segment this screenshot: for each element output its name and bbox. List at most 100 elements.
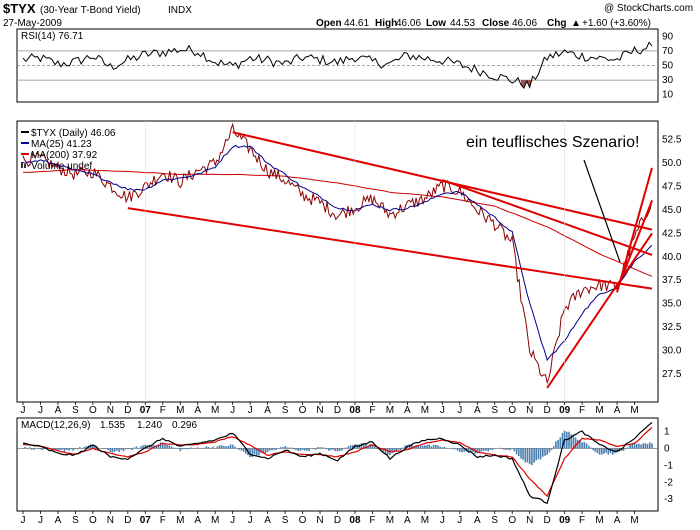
legend-swatch-volume bbox=[21, 162, 23, 168]
macd-line bbox=[22, 422, 653, 504]
macd-histogram bbox=[22, 430, 653, 466]
month-label: D bbox=[124, 405, 131, 416]
ohlc-open-label: Open bbox=[316, 18, 342, 29]
ohlc-close-label: Close bbox=[482, 18, 510, 29]
macd-tick-label: -2 bbox=[664, 477, 673, 488]
month-label: A bbox=[614, 515, 621, 526]
month-label: F bbox=[369, 515, 375, 526]
month-label: A bbox=[264, 405, 271, 416]
macd-legend-value: 1.535 bbox=[100, 420, 125, 431]
month-label: 07 bbox=[140, 405, 152, 416]
month-label: D bbox=[544, 405, 551, 416]
month-label: A bbox=[614, 405, 621, 416]
month-label: D bbox=[124, 515, 131, 526]
ohlc-close-value: 46.06 bbox=[512, 18, 537, 29]
annotation-arrow bbox=[583, 159, 621, 263]
month-label: S bbox=[282, 515, 289, 526]
month-label: J bbox=[248, 515, 253, 526]
rsi-tick-label: 30 bbox=[662, 75, 674, 86]
legend-ma200: MA(200) 37.92 bbox=[31, 150, 98, 161]
ohlc-chg-label: Chg bbox=[547, 18, 566, 29]
month-label: M bbox=[176, 405, 184, 416]
price-tick-label: 52.5 bbox=[662, 135, 682, 146]
price-layer: 27.5 30.0 32.5 35.0 37.5 40.0 42.5 45.0 47.5 50.0… bbox=[22, 122, 682, 389]
series-ma200-line bbox=[22, 169, 653, 277]
macd-tick-label: 1 bbox=[664, 427, 670, 438]
price-tick-label: 47.5 bbox=[662, 182, 682, 193]
month-label: J bbox=[457, 405, 462, 416]
legend-price: $TYX (Daily) 46.06 bbox=[31, 128, 116, 139]
month-label: J bbox=[440, 405, 445, 416]
trendline-5 bbox=[616, 167, 653, 293]
month-label: D bbox=[334, 405, 341, 416]
month-label: S bbox=[282, 405, 289, 416]
month-label: A bbox=[194, 515, 201, 526]
price-tick-label: 32.5 bbox=[662, 322, 682, 333]
price-legend: $TYX (Daily) 46.06 MA(25) 41.23 MA(200) … bbox=[21, 128, 116, 172]
month-label: M bbox=[595, 515, 603, 526]
month-label: N bbox=[107, 515, 114, 526]
month-label: J bbox=[230, 405, 235, 416]
month-label: J bbox=[457, 515, 462, 526]
ohlc-open-value: 44.61 bbox=[344, 18, 369, 29]
ohlc-high-label: High bbox=[375, 18, 397, 29]
macd-legend-title: MACD(12,26,9) bbox=[21, 420, 90, 431]
month-label: F bbox=[369, 405, 375, 416]
month-label: M bbox=[211, 515, 219, 526]
price-tick-label: 35.0 bbox=[662, 299, 682, 310]
price-tick-label: 50.0 bbox=[662, 158, 682, 169]
series-ma25-line bbox=[22, 144, 653, 362]
price-tick-label: 45.0 bbox=[662, 205, 682, 216]
macd-tick-label: -3 bbox=[664, 494, 673, 505]
month-label: S bbox=[491, 515, 498, 526]
trendline-3 bbox=[546, 232, 653, 389]
month-label: S bbox=[491, 405, 498, 416]
month-label: J bbox=[21, 405, 26, 416]
month-label: F bbox=[160, 405, 166, 416]
month-label: M bbox=[386, 515, 394, 526]
rsi-line bbox=[22, 41, 653, 90]
month-label: N bbox=[526, 515, 533, 526]
rsi-oversold-fill bbox=[521, 80, 539, 89]
month-label: F bbox=[579, 515, 585, 526]
trendline-2 bbox=[441, 179, 653, 256]
month-label: F bbox=[579, 405, 585, 416]
price-tick-label: 37.5 bbox=[662, 275, 682, 286]
macd-legend-hist: 0.296 bbox=[172, 420, 197, 431]
month-label: N bbox=[107, 405, 114, 416]
header-name: (30-Year T-Bond Yield) bbox=[40, 5, 141, 16]
legend-swatch-volume2 bbox=[24, 164, 26, 168]
month-label: J bbox=[21, 515, 26, 526]
month-label: 08 bbox=[349, 405, 361, 416]
price-tick-label: 27.5 bbox=[662, 369, 682, 380]
month-label: M bbox=[630, 405, 638, 416]
rsi-tick-label: 70 bbox=[662, 46, 674, 57]
month-label: 08 bbox=[349, 515, 361, 526]
ohlc-low-value: 44.53 bbox=[450, 18, 475, 29]
month-label: J bbox=[248, 405, 253, 416]
month-label: A bbox=[55, 405, 62, 416]
series-price-line bbox=[22, 122, 653, 385]
month-label: D bbox=[544, 515, 551, 526]
header-date: 27-May-2009 bbox=[3, 18, 62, 29]
month-label: O bbox=[508, 515, 516, 526]
month-label: F bbox=[160, 515, 166, 526]
month-label: O bbox=[89, 515, 97, 526]
macd-signal-line bbox=[22, 427, 653, 498]
ohlc-low-label: Low bbox=[426, 18, 446, 29]
month-label: A bbox=[194, 405, 201, 416]
month-label: S bbox=[72, 405, 79, 416]
month-label: M bbox=[421, 515, 429, 526]
legend-volume: Volume undef bbox=[31, 161, 92, 172]
legend-ma25: MA(25) 41.23 bbox=[31, 139, 92, 150]
month-label: J bbox=[38, 405, 43, 416]
month-label: M bbox=[595, 405, 603, 416]
price-tick-label: 42.5 bbox=[662, 228, 682, 239]
header-symbol: $TYX bbox=[3, 1, 36, 16]
month-label: 09 bbox=[559, 515, 571, 526]
month-label: J bbox=[230, 515, 235, 526]
month-label: M bbox=[630, 515, 638, 526]
rsi-tick-label: 50 bbox=[662, 61, 674, 72]
ohlc-high-value: 46.06 bbox=[396, 18, 421, 29]
